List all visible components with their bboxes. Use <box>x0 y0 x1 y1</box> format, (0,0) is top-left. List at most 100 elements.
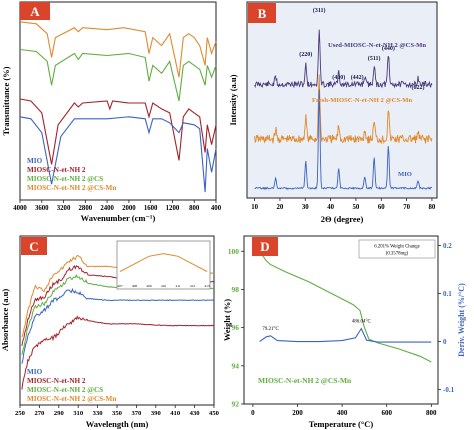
uvvis-inset-tick-label: 412 <box>190 284 196 288</box>
ftir-x-tick-label: 400 <box>211 205 222 212</box>
tga-x-tick-label: 800 <box>426 409 437 417</box>
tga-annotations: 79.21°C 486.04°C <box>262 320 371 332</box>
tga-x-tick-label: 0 <box>251 409 255 417</box>
tga-y-tick-label: 98 <box>232 285 240 294</box>
uvvis-x-tick-label: 410 <box>170 410 181 417</box>
tga-legend-entry: MIOSC-N-et-NH 2 @CS-Mn <box>258 376 352 385</box>
uvvis-y-axis-label: Absorbance (a.u) <box>0 289 10 352</box>
ftir-x-tick-label: 2800 <box>79 205 93 212</box>
xrd-peak-labels: (311) (220) (400) (442) (511)(440) (622) <box>299 7 424 91</box>
xrd-series-labels: Used-MIOSC-N-et-NH 2 @CS-Mn Fresh-MIOSC-N… <box>312 42 426 178</box>
ftir-legend-entry: MIOSC-N-et-NH 2 @CS-Mn <box>27 184 116 192</box>
xrd-series-label: Used-MIOSC-N-et-NH 2 @CS-Mn <box>328 42 426 49</box>
xrd-x-tick-label: 80 <box>429 204 436 211</box>
tga-y-tick-label: 92 <box>232 400 240 409</box>
xrd-peak-label: (440) <box>382 45 395 52</box>
tga-series-group <box>259 250 432 363</box>
uvvis-inset-tick-label: 411 <box>175 284 180 288</box>
xrd-x-axis-label: 2Θ (degree) <box>321 214 364 224</box>
tga-y2-tick-label: -0.1 <box>443 386 455 394</box>
xrd-peak-label: (511) <box>368 55 381 62</box>
tga-x-tick-label: 200 <box>292 409 303 417</box>
tga-x-axis-label: Temperature (°C) <box>309 419 374 429</box>
xrd-series-label: Fresh-MIOSC-N-et-NH 2 @CS-Mn <box>312 97 412 104</box>
tga-x-tick-label: 400 <box>337 409 348 417</box>
tga-peak-annotation: 79.21°C <box>262 327 279 332</box>
ftir-x-tick-label: 2400 <box>100 205 114 212</box>
tga-x-tick-label: 600 <box>381 409 392 417</box>
ftir-x-tick-label: 3200 <box>57 205 71 212</box>
tga-y2-ticks: -0.1 0 0.1 0.2 <box>438 242 455 394</box>
ftir-legend-entry: MIOSC-N-et-NH 2 <box>27 166 86 174</box>
panel-a-label: A <box>30 4 40 19</box>
ftir-series-group <box>19 21 217 193</box>
tga-weight-change-mass: (0.3578mg) <box>386 252 409 257</box>
xrd-plot-frame <box>246 1 438 199</box>
tga-y-ticks: 92 94 96 98 100 <box>228 247 244 409</box>
xrd-x-tick-label: 30 <box>302 204 309 211</box>
tga-plot-frame <box>243 235 439 405</box>
xrd-x-tick-label: 10 <box>251 204 258 211</box>
ftir-x-tick-label: 4000 <box>13 205 27 212</box>
ftir-legend-entry: MIO <box>27 157 43 165</box>
tga-weight-line <box>259 250 432 363</box>
tga-y2-axis-label: Deriv. Weight (%/°C) <box>457 283 466 357</box>
tga-y-axis-label: Weight (%) <box>222 299 232 341</box>
xrd-x-tick-label: 20 <box>277 204 284 211</box>
panel-d-label: D <box>260 239 269 254</box>
panel-c-badge <box>21 237 47 255</box>
xrd-x-tick-label: 50 <box>353 204 360 211</box>
uvvis-x-tick-label: 430 <box>190 410 201 417</box>
uvvis-x-tick-label: 370 <box>131 410 142 417</box>
panel-c-label: C <box>29 239 38 254</box>
xrd-series-label: MIO <box>398 171 412 178</box>
xrd-peak-label: (622) <box>412 84 425 91</box>
ftir-line-1 <box>19 48 217 102</box>
ftir-x-tick-label: 1200 <box>166 205 180 212</box>
uvvis-x-tick-label: 310 <box>73 410 84 417</box>
xrd-x-ticks: 10 20 30 40 50 60 70 80 <box>251 198 436 211</box>
uvvis-x-tick-label: 270 <box>34 410 45 417</box>
uvvis-inset-frame <box>116 240 211 290</box>
ftir-x-axis-label: Wavenumber (cm⁻¹) <box>81 213 156 223</box>
panel-a-badge <box>20 2 50 20</box>
xrd-series-group <box>254 29 433 191</box>
uvvis-inset-tick-label: 408 <box>132 284 138 288</box>
uvvis-legend-entry: MIOSC-N-et-NH 2 @CS-Mn <box>27 395 116 403</box>
tga-x-ticks: 0 200 400 600 800 <box>251 404 437 417</box>
tga-peak-annotation: 486.04°C <box>352 320 372 325</box>
ftir-line-2 <box>19 98 217 165</box>
uvvis-inset-tick-label: 407 <box>117 284 123 288</box>
xrd-y-axis-label: Intensity (a.u) <box>228 74 238 125</box>
ftir-panel: A 4000 3600 3200 2800 2400 2000 1600 1200 800 400… <box>1 1 222 223</box>
uvvis-inset: 407 408 409 410 411 412 413 <box>116 240 211 290</box>
xrd-x-tick-label: 70 <box>403 204 410 211</box>
ftir-x-tick-label: 2000 <box>122 205 136 212</box>
uvvis-line-4 <box>21 315 215 390</box>
uvvis-inset-tick-label: 410 <box>161 284 167 288</box>
tga-weight-change-text: 6.201% Weight Change <box>374 245 420 250</box>
ftir-line-0 <box>19 21 217 78</box>
xrd-line-2 <box>254 89 433 191</box>
ftir-y-axis-label: Transmittance (%) <box>1 66 11 135</box>
uvvis-line-3 <box>21 287 215 364</box>
uvvis-inset-tick-label: 413 <box>204 284 210 288</box>
xrd-x-tick-label: 40 <box>327 204 334 211</box>
uvvis-inset-line <box>119 253 208 272</box>
uvvis-x-tick-label: 250 <box>15 410 26 417</box>
tga-y2-tick-label: 0 <box>443 338 447 346</box>
xrd-peak-label: (311) <box>313 7 326 14</box>
tga-deriv-line <box>259 327 432 343</box>
panel-b-badge <box>248 3 276 23</box>
uvvis-legend-entry: MIO <box>27 368 43 376</box>
ftir-x-tick-label: 3600 <box>35 205 49 212</box>
xrd-peak-label: (400) <box>332 74 345 81</box>
uvvis-panel: C 407 408 409 410 411 412 413 MIOMIOSC-N-et-NH… <box>0 235 220 429</box>
uvvis-x-ticks: 250 270 290 310 330 350 370 390 410 430 450 <box>15 405 220 417</box>
uvvis-legend-entry: MIOSC-N-et-NH 2 <box>27 377 86 385</box>
xrd-peak-label: (442) <box>351 74 364 81</box>
